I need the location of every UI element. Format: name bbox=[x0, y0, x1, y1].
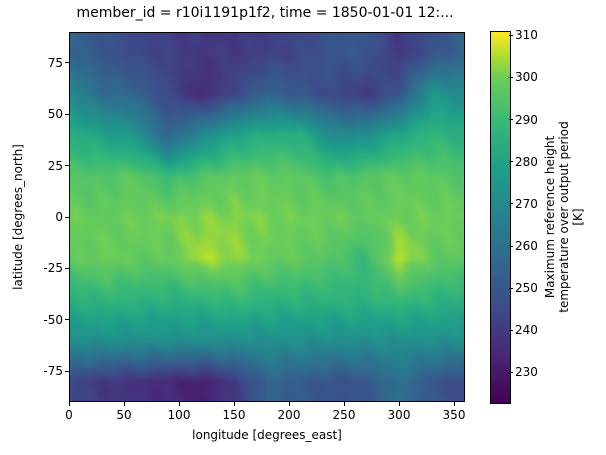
x-tick-label: 300 bbox=[387, 408, 411, 422]
x-tick-label: 350 bbox=[442, 408, 466, 422]
y-axis-label: latitude [degrees_north] bbox=[11, 144, 25, 290]
colorbar-tick bbox=[509, 119, 513, 121]
x-tick bbox=[398, 402, 400, 406]
y-tick-label: -25 bbox=[43, 261, 63, 276]
y-tick-label: -50 bbox=[43, 312, 63, 327]
x-tick bbox=[453, 402, 455, 406]
colorbar-tick bbox=[509, 34, 513, 36]
x-tick-label: 250 bbox=[332, 408, 356, 422]
y-tick bbox=[65, 267, 69, 269]
plot-area bbox=[69, 32, 465, 402]
colorbar-tick bbox=[509, 287, 513, 289]
colorbar-label-line: temperature over output period bbox=[557, 121, 571, 313]
y-tick bbox=[65, 370, 69, 372]
colorbar-tick-label: 310 bbox=[515, 28, 538, 43]
colorbar-tick bbox=[509, 329, 513, 331]
chart-title: member_id = r10i1191p1f2, time = 1850-01… bbox=[76, 5, 454, 21]
y-tick bbox=[65, 165, 69, 167]
y-tick-label: -75 bbox=[43, 364, 63, 379]
x-tick-label: 200 bbox=[277, 408, 301, 422]
x-tick bbox=[123, 402, 125, 406]
colorbar-tick bbox=[509, 371, 513, 373]
x-tick bbox=[178, 402, 180, 406]
x-tick bbox=[288, 402, 290, 406]
colorbar-tick bbox=[509, 245, 513, 247]
colorbar-tick-label: 270 bbox=[515, 196, 538, 211]
colorbar-tick bbox=[509, 76, 513, 78]
colorbar bbox=[490, 31, 511, 404]
colorbar-tick-label: 240 bbox=[515, 323, 538, 338]
x-tick-label: 150 bbox=[222, 408, 246, 422]
y-tick bbox=[65, 216, 69, 218]
y-tick bbox=[65, 319, 69, 321]
colorbar-label-line: Maximum reference height bbox=[543, 135, 557, 299]
colorbar-tick-label: 250 bbox=[515, 281, 538, 296]
x-tick bbox=[343, 402, 345, 406]
colorbar-tick-label: 290 bbox=[515, 112, 538, 127]
colorbar-tick-label: 260 bbox=[515, 239, 538, 253]
colorbar-tick-label: 230 bbox=[515, 365, 538, 380]
colorbar-label-line: [K] bbox=[571, 208, 585, 226]
colorbar-tick bbox=[509, 161, 513, 163]
y-tick-label: 0 bbox=[55, 210, 63, 224]
x-tick-label: 50 bbox=[116, 408, 132, 422]
y-tick-label: 25 bbox=[47, 158, 63, 173]
y-tick-label: 75 bbox=[47, 55, 63, 70]
y-tick-label: 50 bbox=[47, 107, 63, 122]
heatmap-image bbox=[69, 32, 465, 402]
colorbar-label: Maximum reference height temperature ove… bbox=[543, 121, 585, 312]
x-tick-label: 100 bbox=[167, 408, 191, 422]
y-tick bbox=[65, 113, 69, 115]
colorbar-tick-label: 280 bbox=[515, 154, 538, 169]
y-tick bbox=[65, 62, 69, 64]
colorbar-tick bbox=[509, 203, 513, 205]
x-tick bbox=[68, 402, 70, 406]
x-tick bbox=[233, 402, 235, 406]
x-axis-label: longitude [degrees_east] bbox=[192, 428, 342, 442]
colorbar-tick-label: 300 bbox=[515, 70, 538, 85]
x-tick-label: 0 bbox=[65, 408, 73, 422]
